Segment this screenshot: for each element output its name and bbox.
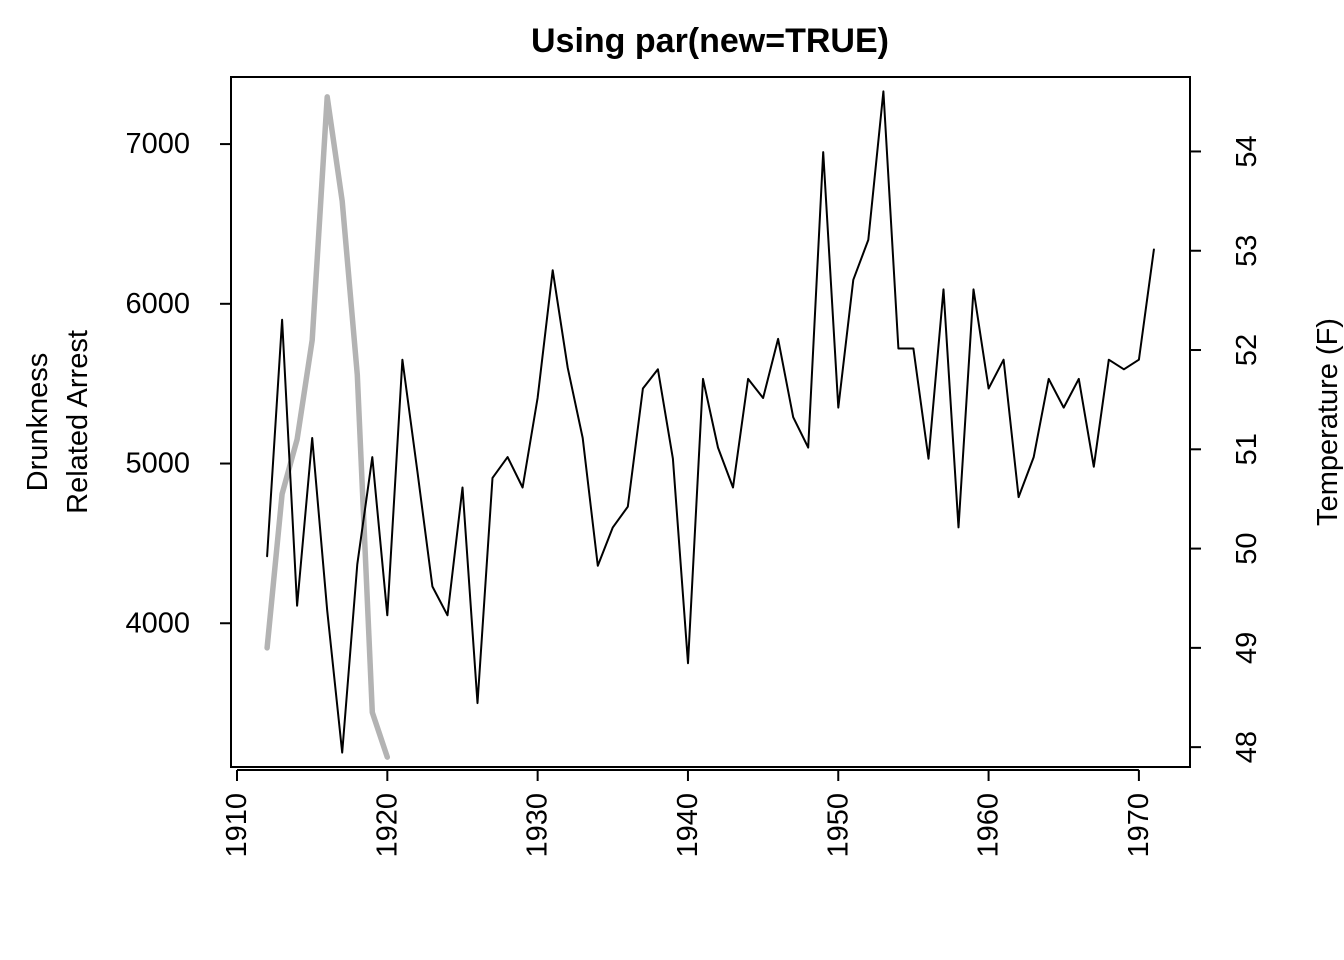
y-right-tick-label: 53 bbox=[1231, 235, 1263, 267]
y-right-tick-label: 48 bbox=[1231, 731, 1263, 763]
chart-title: Using par(new=TRUE) bbox=[531, 22, 889, 60]
x-tick-label: 1950 bbox=[822, 793, 854, 858]
y-right-tick-label: 54 bbox=[1231, 135, 1263, 167]
plot-frame bbox=[230, 76, 1191, 768]
y-right-tick-label: 49 bbox=[1231, 632, 1263, 664]
y-right-tick-label: 51 bbox=[1231, 433, 1263, 465]
x-axis: 1910 1920 1930 1940 1950 1960 1970 bbox=[221, 769, 1155, 858]
x-tick-label: 1970 bbox=[1123, 793, 1155, 858]
y-right-tick-label: 52 bbox=[1231, 334, 1263, 366]
y-right-tick-label: 50 bbox=[1231, 532, 1263, 564]
y-right-axis: 48 49 50 51 52 53 54 bbox=[1190, 135, 1263, 763]
y-left-axis-label-line: Drunkness bbox=[22, 353, 54, 492]
x-tick-label: 1930 bbox=[522, 793, 554, 858]
x-tick-label: 1940 bbox=[672, 793, 704, 858]
x-tick-label: 1960 bbox=[973, 793, 1005, 858]
y-left-tick-label: 6000 bbox=[125, 288, 190, 320]
y-left-tick-label: 5000 bbox=[125, 448, 190, 480]
temperature-series-line bbox=[264, 94, 391, 760]
y-left-axis: 4000 5000 6000 7000 bbox=[125, 128, 231, 639]
x-tick-label: 1920 bbox=[371, 793, 403, 858]
y-left-tick-label: 7000 bbox=[125, 128, 190, 160]
y-left-axis-label: Drunkness Related Arrest bbox=[22, 330, 94, 514]
y-right-axis-label: Temperature (F) bbox=[1312, 318, 1344, 526]
x-tick-label: 1910 bbox=[221, 793, 253, 858]
arrest-series-line bbox=[266, 90, 1155, 754]
series-layer bbox=[264, 90, 1155, 760]
y-left-axis-label-line: Related Arrest bbox=[62, 330, 94, 514]
y-left-tick-label: 4000 bbox=[125, 607, 190, 639]
